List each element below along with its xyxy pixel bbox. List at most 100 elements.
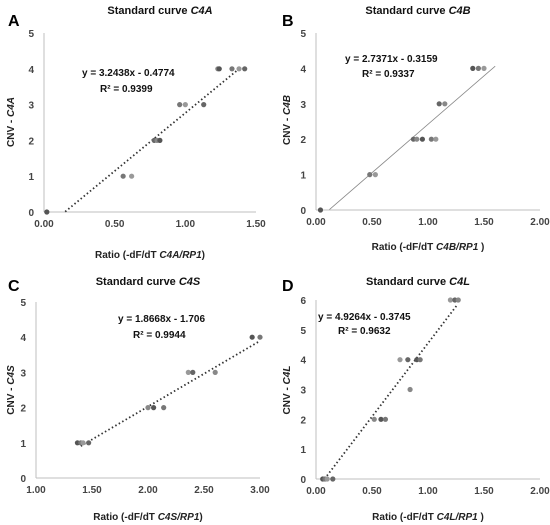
data-point (436, 101, 442, 107)
chart-title-text: Standard curve (365, 5, 448, 17)
y-tick-label: 3 (28, 101, 34, 112)
data-point (378, 416, 384, 422)
data-point (242, 66, 248, 72)
data-point (185, 369, 191, 375)
panel-a: A Standard curve C4A 0.00 0.50 1.00 1.50 0 1 2 3 4… (6, 5, 266, 261)
chart-title-gene: C4S (179, 276, 201, 288)
data-point (419, 136, 425, 142)
data-point (257, 334, 263, 340)
data-point (407, 386, 413, 393)
panel-letter: C (8, 278, 20, 295)
panel-c: C Standard curve C4S 1.00 1.50 2.00 2.50 3.00 0… (6, 276, 270, 523)
y-tick-label: 1 (300, 171, 306, 182)
panel-letter: A (8, 13, 20, 30)
data-point (151, 405, 157, 411)
data-point (481, 65, 487, 71)
trendline-equation: y = 3.2438x - 0.4774 (82, 68, 175, 79)
y-tick-label: 3 (300, 386, 306, 397)
y-tick-label: 1 (20, 439, 26, 450)
data-point (428, 136, 434, 142)
y-tick-label: 0 (28, 208, 34, 219)
x-tick-label: 1.50 (246, 219, 266, 230)
y-tick-label: 5 (20, 298, 26, 309)
data-point (86, 440, 92, 446)
data-point (442, 101, 448, 107)
data-point (201, 102, 207, 108)
x-axis-label: Ratio (-dF/dT C4L/RP1 ) (372, 512, 484, 523)
r-squared: R² = 0.9399 (100, 84, 153, 95)
trendline-equation: y = 1.8668x - 1.706 (118, 314, 205, 325)
x-tick-label: 1.00 (418, 217, 438, 228)
data-point (216, 66, 222, 72)
y-tick-label: 5 (300, 29, 306, 40)
panel-letter: B (282, 13, 294, 30)
r-squared: R² = 0.9944 (133, 330, 186, 341)
data-point (44, 209, 50, 215)
r-squared: R² = 0.9337 (362, 69, 415, 80)
y-tick-label: 4 (300, 64, 306, 75)
trendline-equation: y = 2.7371x - 0.3159 (345, 54, 438, 65)
y-tick-label: 4 (28, 65, 34, 76)
chart-title-text: Standard curve (96, 276, 179, 288)
x-axis-label: Ratio (-dF/dT C4A/RP1) (95, 250, 205, 261)
y-tick-label: 4 (300, 356, 306, 367)
data-point (161, 405, 167, 411)
data-point (177, 102, 183, 108)
data-point (372, 172, 378, 178)
data-point (330, 476, 336, 482)
x-tick-label: 2.00 (530, 486, 550, 497)
y-tick-label: 0 (300, 475, 306, 486)
y-axis-label: CNV - C4B (282, 95, 293, 145)
y-tick-label: 0 (300, 206, 306, 217)
data-point (371, 416, 377, 422)
chart-title: Standard curve C4A (107, 5, 212, 17)
data-point (80, 440, 86, 446)
x-tick-label: 3.00 (250, 485, 270, 496)
data-point (129, 173, 135, 179)
x-tick-label: 0.50 (362, 486, 382, 497)
y-axis-label: CNV - C4S (6, 365, 17, 415)
y-tick-label: 5 (300, 326, 306, 337)
r-squared: R² = 0.9632 (338, 326, 391, 337)
data-point (433, 136, 439, 142)
data-point (190, 369, 196, 375)
data-point (229, 66, 235, 72)
data-point (182, 102, 188, 108)
data-point (324, 476, 330, 482)
y-tick-label: 2 (28, 136, 34, 147)
chart-title-gene: C4L (449, 276, 470, 288)
y-tick-label: 5 (28, 29, 34, 40)
data-point (367, 172, 373, 178)
y-tick-label: 4 (20, 333, 26, 344)
x-axis-label: Ratio (-dF/dT C4S/RP1) (93, 512, 202, 523)
data-point (397, 357, 403, 363)
data-point (417, 357, 423, 363)
y-tick-label: 1 (28, 172, 34, 183)
y-tick-label: 2 (300, 415, 306, 426)
data-point (470, 65, 476, 71)
data-point (382, 416, 389, 422)
data-point (317, 207, 324, 213)
data-point (405, 357, 411, 363)
data-point (249, 334, 255, 340)
chart-title-gene: C4B (449, 5, 471, 17)
y-axis-label: CNV - C4A (6, 97, 17, 147)
trendline-equation: y = 4.9264x - 0.3745 (318, 312, 411, 323)
data-point (145, 405, 151, 411)
trendline (80, 340, 261, 447)
trendline (323, 304, 458, 480)
x-tick-label: 1.00 (26, 485, 46, 496)
x-tick-label: 0.00 (306, 217, 326, 228)
panel-b: B Standard curve C4B 0.00 0.50 1.00 1.50 2.00 0… (282, 5, 550, 253)
data-point (475, 65, 481, 71)
data-point (236, 66, 242, 72)
y-tick-label: 6 (300, 296, 306, 307)
x-tick-label: 1.50 (474, 217, 494, 228)
chart-title: Standard curve C4B (365, 5, 470, 17)
data-point (455, 297, 461, 303)
data-point (120, 173, 126, 179)
x-tick-label: 0.50 (105, 219, 125, 230)
data-point (212, 369, 218, 375)
y-tick-label: 0 (20, 474, 26, 485)
